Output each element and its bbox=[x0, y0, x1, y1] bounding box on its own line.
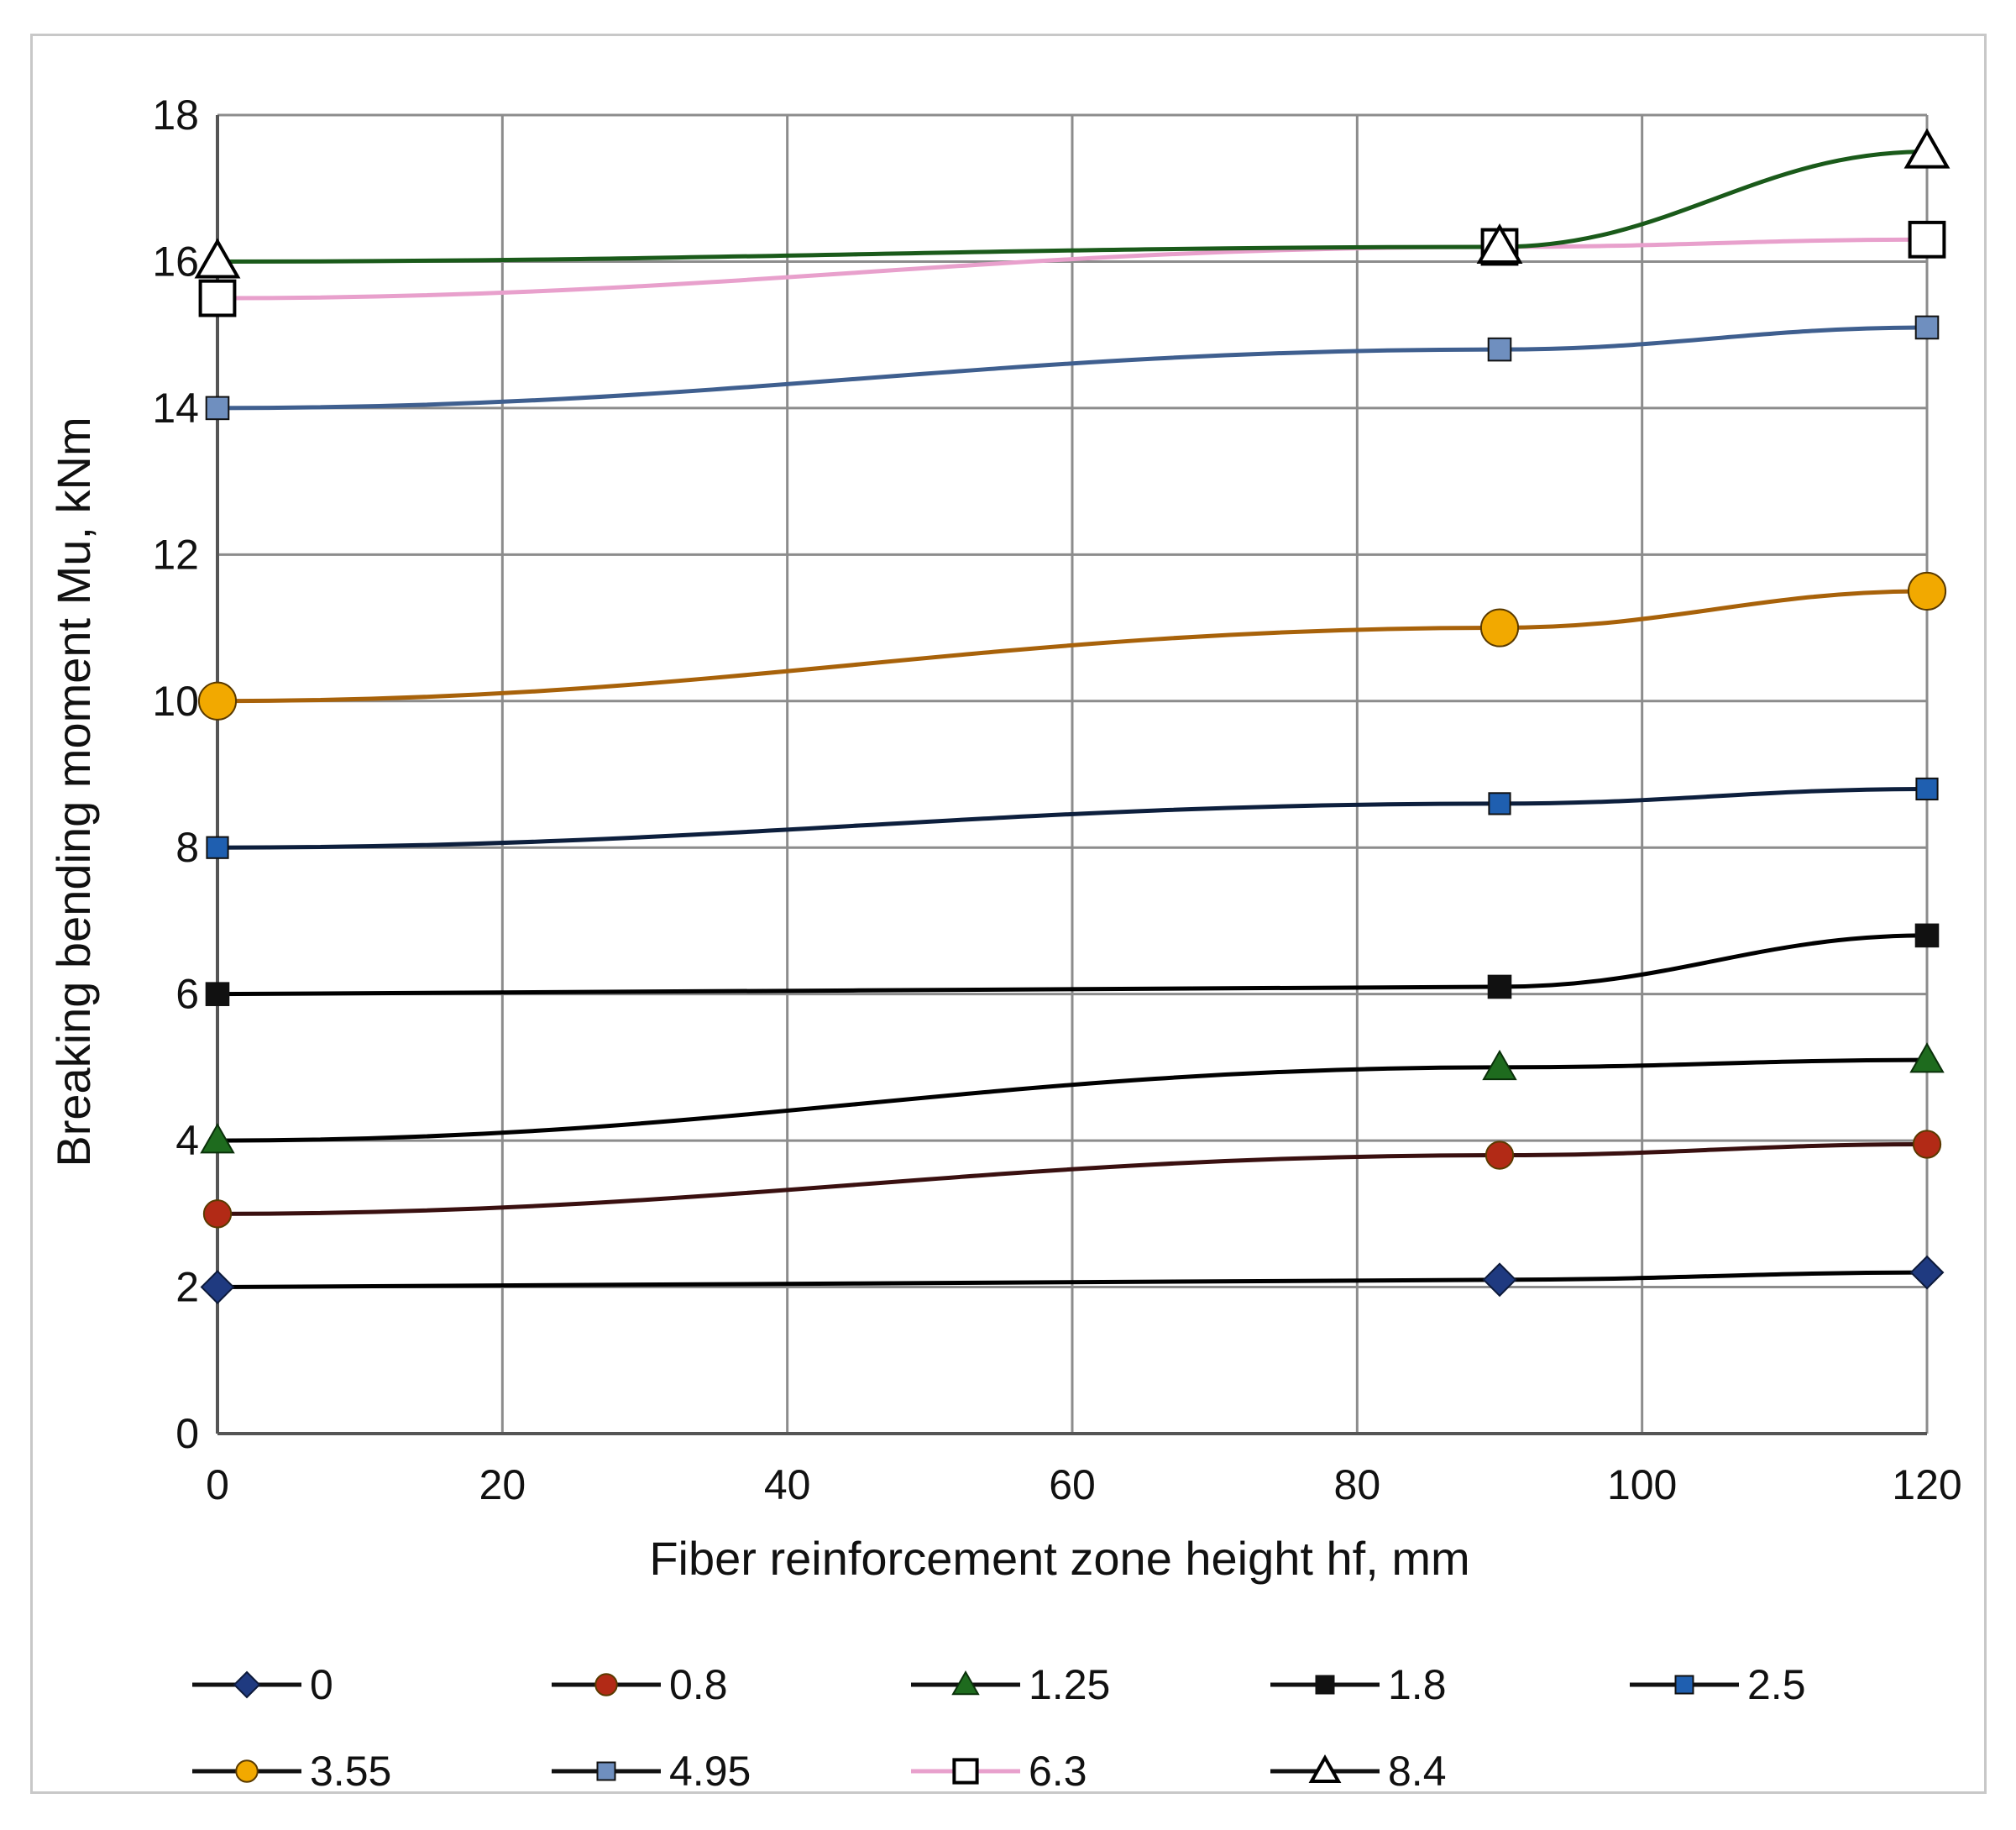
data-point-1-25 bbox=[1909, 1042, 1945, 1073]
legend-label: 4.95 bbox=[669, 1748, 751, 1795]
x-axis-title: Fiber reinforcement zone height hf, mm bbox=[649, 1532, 1469, 1585]
legend-label: 0 bbox=[310, 1661, 333, 1708]
y-tick-label: 10 bbox=[152, 678, 199, 725]
y-tick-label: 4 bbox=[175, 1117, 199, 1164]
series-line-2-5 bbox=[217, 786, 1928, 850]
legend-marker bbox=[1315, 1675, 1335, 1695]
data-point-8-4 bbox=[1903, 128, 1951, 169]
data-point-2-5 bbox=[206, 836, 229, 859]
legend-item: 3.55 bbox=[192, 1748, 391, 1795]
series-lines bbox=[217, 149, 1928, 1290]
data-point-1-25 bbox=[1482, 1049, 1517, 1081]
data-point-3-55 bbox=[1479, 608, 1520, 648]
legend-label: 1.25 bbox=[1029, 1661, 1110, 1708]
data-point-0-8 bbox=[202, 1199, 233, 1229]
data-point-1-8 bbox=[205, 982, 230, 1006]
data-point-8-4 bbox=[1476, 223, 1523, 264]
series-line-8-4 bbox=[217, 149, 1928, 264]
series-line-0 bbox=[217, 1270, 1928, 1290]
legend: 0 0.8 1.25 1.8 2.5 3.55 4.95 6.3 8.4 bbox=[192, 1661, 1806, 1795]
x-tick-label: 20 bbox=[479, 1461, 526, 1508]
data-point-2-5 bbox=[1915, 777, 1939, 801]
series-line-6-3 bbox=[217, 237, 1928, 301]
data-point-0 bbox=[1482, 1262, 1517, 1298]
legend-item: 0.8 bbox=[552, 1661, 728, 1708]
x-tick-label: 40 bbox=[764, 1461, 811, 1508]
data-point-3-55 bbox=[197, 681, 238, 721]
data-point-4-95 bbox=[1914, 315, 1940, 340]
y-tick-label: 18 bbox=[152, 92, 199, 139]
series-markers bbox=[194, 128, 1951, 1304]
legend-marker bbox=[1308, 1754, 1342, 1783]
y-tick-label: 16 bbox=[152, 238, 199, 285]
grid-lines bbox=[217, 113, 1929, 1434]
data-point-0 bbox=[200, 1270, 235, 1304]
x-tick-label: 60 bbox=[1049, 1461, 1096, 1508]
legend-item: 4.95 bbox=[552, 1748, 751, 1795]
data-point-0-8 bbox=[1912, 1130, 1942, 1159]
data-point-3-55 bbox=[1907, 571, 1947, 611]
x-tick-label: 120 bbox=[1892, 1461, 1961, 1508]
x-tick-label: 100 bbox=[1607, 1461, 1677, 1508]
series-line-4-95 bbox=[217, 325, 1928, 411]
y-tick-label: 8 bbox=[175, 824, 199, 871]
legend-item: 1.25 bbox=[911, 1661, 1110, 1708]
legend-label: 8.4 bbox=[1388, 1748, 1447, 1795]
legend-marker bbox=[235, 1759, 259, 1783]
y-tick-label: 2 bbox=[175, 1264, 199, 1311]
legend-marker bbox=[951, 1670, 980, 1696]
tick-labels: 0 2 4 6 8 10 12 14 16 18 0 20 40 60 80 100 120 bbox=[152, 92, 1961, 1508]
y-tick-label: 12 bbox=[152, 531, 199, 578]
legend-marker bbox=[596, 1761, 616, 1781]
legend-marker bbox=[233, 1670, 261, 1699]
legend-marker bbox=[594, 1673, 618, 1696]
legend-item: 0 bbox=[192, 1661, 333, 1708]
legend-item: 8.4 bbox=[1270, 1748, 1447, 1795]
legend-label: 0.8 bbox=[669, 1661, 728, 1708]
legend-label: 2.5 bbox=[1747, 1661, 1806, 1708]
data-point-1-8 bbox=[1487, 974, 1512, 999]
data-point-0-8 bbox=[1485, 1140, 1515, 1170]
data-point-4-95 bbox=[205, 396, 230, 421]
y-axis-title: Breaking bending moment Mu, kNm bbox=[47, 417, 100, 1167]
legend-marker bbox=[1674, 1675, 1694, 1695]
data-point-6-3 bbox=[198, 279, 237, 317]
data-point-0 bbox=[1909, 1255, 1945, 1290]
x-tick-label: 80 bbox=[1334, 1461, 1381, 1508]
data-point-1-25 bbox=[200, 1123, 235, 1154]
data-point-4-95 bbox=[1487, 337, 1512, 362]
legend-label: 6.3 bbox=[1029, 1748, 1087, 1795]
series-line-0-8 bbox=[217, 1141, 1928, 1216]
y-tick-label: 14 bbox=[152, 385, 199, 432]
legend-label: 1.8 bbox=[1388, 1661, 1447, 1708]
data-point-1-8 bbox=[1914, 923, 1940, 948]
series-line-1-8 bbox=[217, 933, 1928, 997]
legend-marker bbox=[952, 1758, 979, 1785]
legend-item: 1.8 bbox=[1270, 1661, 1447, 1708]
data-point-6-3 bbox=[1908, 220, 1946, 259]
chart-frame: 0 2 4 6 8 10 12 14 16 18 0 20 40 60 80 100 120 Fiber rei… bbox=[30, 34, 1987, 1795]
y-tick-label: 6 bbox=[175, 971, 199, 1018]
data-point-8-4 bbox=[194, 238, 241, 279]
legend-label: 3.55 bbox=[310, 1748, 391, 1795]
series-line-3-55 bbox=[217, 589, 1928, 704]
legend-item: 2.5 bbox=[1630, 1661, 1806, 1708]
data-point-2-5 bbox=[1488, 792, 1511, 815]
y-tick-label: 0 bbox=[175, 1410, 199, 1457]
legend-item: 6.3 bbox=[911, 1748, 1087, 1795]
series-line-1-25 bbox=[217, 1057, 1928, 1143]
x-tick-label: 0 bbox=[206, 1461, 229, 1508]
line-chart: 0 2 4 6 8 10 12 14 16 18 0 20 40 60 80 100 120 Fiber rei… bbox=[47, 92, 1962, 1795]
